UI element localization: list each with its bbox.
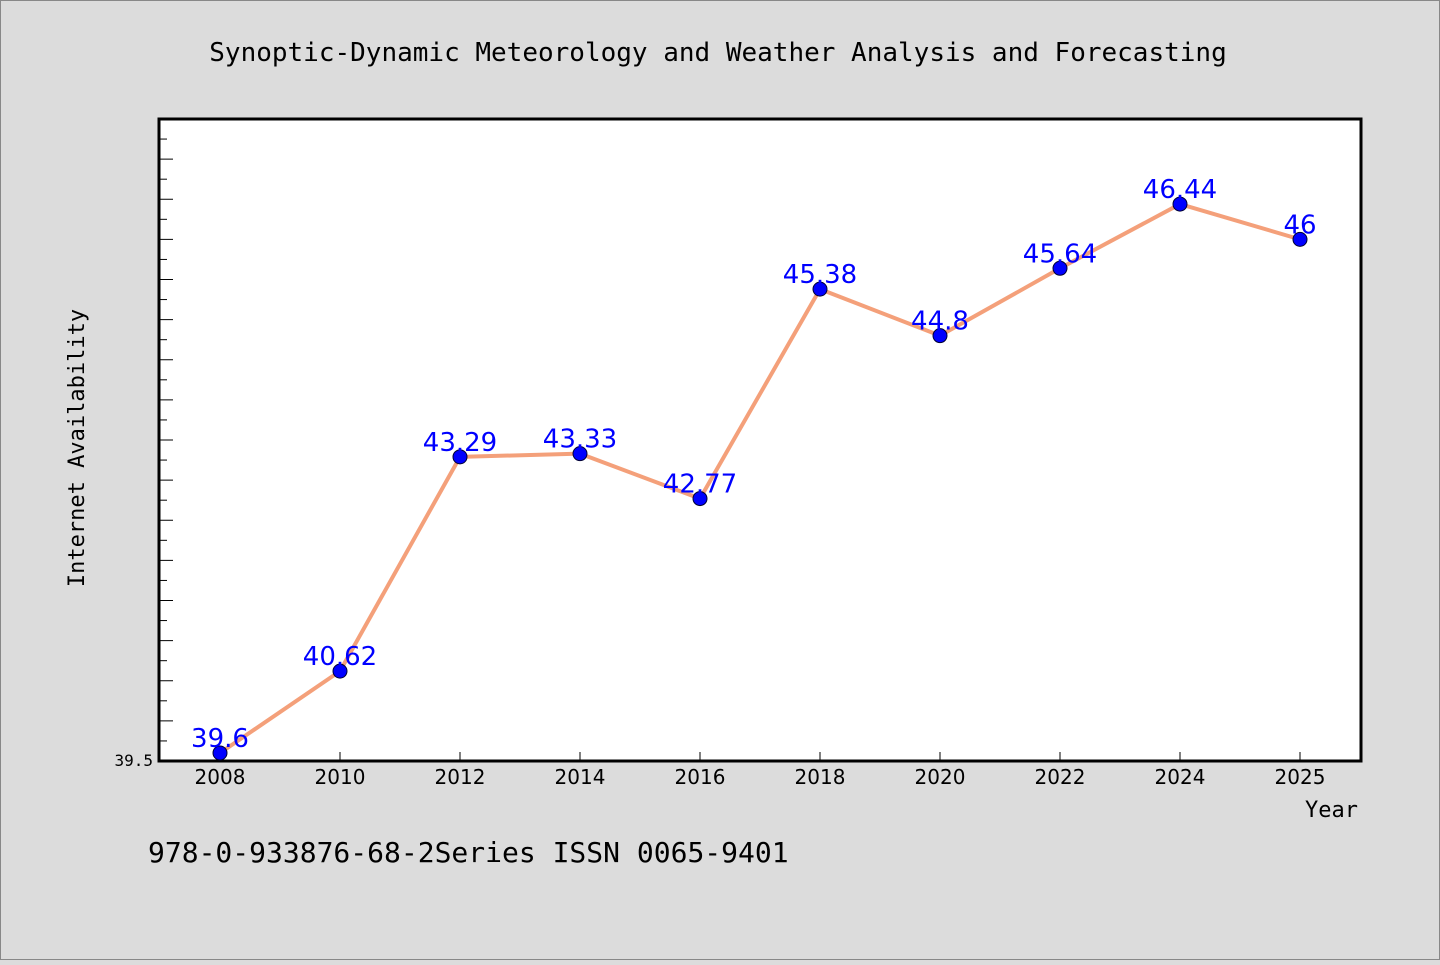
data-label: 42.77 bbox=[663, 470, 737, 500]
y-axis-label: Internet Availability bbox=[65, 309, 90, 587]
y-tick-label-min: 39.5 bbox=[114, 751, 153, 770]
y-axis-ticks bbox=[159, 118, 173, 762]
x-axis-label: Year bbox=[1305, 798, 1358, 823]
chart-title: Synoptic-Dynamic Meteorology and Weather… bbox=[209, 38, 1226, 68]
data-point bbox=[1172, 196, 1188, 212]
data-point bbox=[452, 449, 468, 465]
x-tick-label: 2022 bbox=[1035, 765, 1086, 789]
x-tick-label: 2018 bbox=[795, 765, 846, 789]
x-tick-label: 2025 bbox=[1275, 765, 1326, 789]
data-point bbox=[692, 491, 708, 507]
data-point bbox=[1292, 231, 1308, 247]
x-tick-label: 2010 bbox=[315, 765, 366, 789]
data-label: 39.6 bbox=[191, 724, 249, 754]
data-point bbox=[932, 328, 948, 344]
data-point bbox=[212, 745, 228, 761]
plot-area bbox=[157, 117, 1363, 763]
series-group: 39.6 40.62 43.29 43.33 42.77 45.38 44.8 45.64 46… bbox=[191, 175, 1317, 761]
x-tick-label: 2014 bbox=[555, 765, 606, 789]
data-label: 46.44 bbox=[1143, 175, 1217, 205]
x-tick-label: 2008 bbox=[195, 765, 246, 789]
x-tick-label: 2016 bbox=[675, 765, 726, 789]
x-axis-ticks: 2008 2010 2012 2014 2016 2018 2020 2022 2024 2025 bbox=[195, 752, 1326, 789]
x-tick-label: 2024 bbox=[1155, 765, 1206, 789]
x-tick-label: 2012 bbox=[435, 765, 486, 789]
data-label: 45.38 bbox=[783, 260, 857, 290]
data-point bbox=[1052, 260, 1068, 276]
footnote: 978-0-933876-68-2Series ISSN 0065-9401 bbox=[148, 836, 789, 869]
data-point bbox=[812, 281, 828, 297]
data-label: 40.62 bbox=[303, 642, 377, 672]
data-label: 44.8 bbox=[911, 307, 969, 337]
data-label: 46 bbox=[1283, 210, 1316, 240]
data-point bbox=[572, 446, 588, 462]
data-label: 43.29 bbox=[423, 428, 497, 458]
data-label: 45.64 bbox=[1023, 239, 1097, 269]
series-line bbox=[218, 202, 1302, 755]
data-point bbox=[332, 663, 348, 679]
x-tick-label: 2020 bbox=[915, 765, 966, 789]
data-label: 43.33 bbox=[543, 425, 617, 455]
